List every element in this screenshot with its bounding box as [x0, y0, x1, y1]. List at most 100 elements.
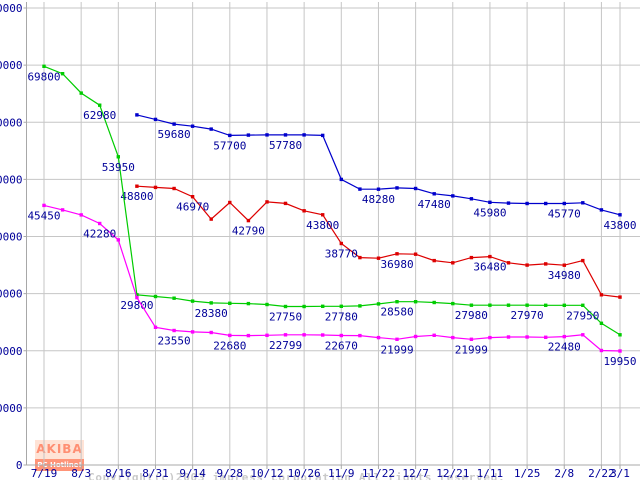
- series-point-magenta: [488, 336, 491, 339]
- series-point-blue: [395, 186, 398, 189]
- series-point-blue: [581, 201, 584, 204]
- series-point-green: [117, 155, 120, 158]
- series-point-red: [433, 259, 436, 262]
- y-tick-label: 70000: [0, 59, 23, 72]
- y-tick-label: 80000: [0, 2, 23, 15]
- series-point-red: [247, 219, 250, 222]
- data-label-magenta: 19950: [603, 355, 636, 368]
- y-tick-label: 40000: [0, 231, 23, 244]
- series-point-green: [265, 303, 268, 306]
- series-point-magenta: [117, 238, 120, 241]
- series-point-red: [172, 187, 175, 190]
- data-label-magenta: 42280: [83, 227, 116, 240]
- x-tick-label: 12/21: [436, 467, 469, 480]
- series-point-blue: [414, 187, 417, 190]
- series-point-blue: [507, 201, 510, 204]
- series-point-green: [247, 302, 250, 305]
- data-label-magenta: 45450: [27, 209, 60, 222]
- series-point-green: [488, 304, 491, 307]
- series-point-blue: [154, 118, 157, 121]
- series-point-red: [451, 261, 454, 264]
- series-point-red: [358, 256, 361, 259]
- series-point-magenta: [377, 336, 380, 339]
- series-point-red: [600, 293, 603, 296]
- series-point-green: [80, 91, 83, 94]
- series-point-green: [191, 299, 194, 302]
- series-point-green: [470, 304, 473, 307]
- series-point-blue: [358, 187, 361, 190]
- data-label-green: 28580: [380, 306, 413, 319]
- series-point-red: [321, 213, 324, 216]
- series-point-red: [210, 217, 213, 220]
- series-point-blue: [284, 133, 287, 136]
- series-point-blue: [525, 202, 528, 205]
- series-point-magenta: [470, 338, 473, 341]
- series-point-red: [284, 202, 287, 205]
- data-label-green: 27970: [511, 309, 544, 322]
- series-point-magenta: [581, 333, 584, 336]
- series-point-green: [544, 304, 547, 307]
- x-tick-label: 10/12: [250, 467, 283, 480]
- series-point-red: [135, 185, 138, 188]
- series-point-blue: [135, 113, 138, 116]
- series-point-blue: [618, 213, 621, 216]
- series-point-red: [228, 201, 231, 204]
- series-point-green: [61, 72, 64, 75]
- data-label-red: 48800: [120, 190, 153, 203]
- x-tick-label: 9/14: [179, 467, 206, 480]
- series-point-red: [563, 264, 566, 267]
- series-point-green: [172, 297, 175, 300]
- series-point-red: [507, 261, 510, 264]
- series-point-magenta: [395, 338, 398, 341]
- series-point-green: [42, 65, 45, 68]
- series-point-blue: [563, 202, 566, 205]
- series-point-blue: [451, 194, 454, 197]
- series-point-green: [358, 304, 361, 307]
- data-label-green: 62980: [83, 109, 116, 122]
- series-point-red: [302, 209, 305, 212]
- x-tick-label: 11/22: [362, 467, 395, 480]
- data-label-magenta: 22680: [213, 339, 246, 352]
- series-point-blue: [600, 208, 603, 211]
- series-point-magenta: [414, 335, 417, 338]
- x-tick-label: 1/25: [514, 467, 541, 480]
- series-point-green: [525, 304, 528, 307]
- data-label-green: 29800: [120, 299, 153, 312]
- x-tick-label: 2/8: [554, 467, 574, 480]
- series-point-red: [340, 242, 343, 245]
- y-tick-label: 60000: [0, 116, 23, 129]
- series-point-magenta: [284, 333, 287, 336]
- series-point-blue: [488, 201, 491, 204]
- series-point-magenta: [358, 334, 361, 337]
- series-point-magenta: [525, 335, 528, 338]
- x-tick-label: 1/11: [477, 467, 504, 480]
- series-point-magenta: [544, 336, 547, 339]
- y-tick-label: 50000: [0, 173, 23, 186]
- price-trend-chart-page: AKIBA PC Hotline! Copyright(c)2003 impre…: [0, 0, 640, 480]
- data-label-magenta: 23550: [158, 334, 191, 347]
- series-point-magenta: [42, 204, 45, 207]
- series-point-blue: [377, 188, 380, 191]
- series-point-blue: [470, 197, 473, 200]
- x-tick-label: 8/16: [105, 467, 132, 480]
- data-label-red: 36980: [380, 258, 413, 271]
- data-label-blue: 59680: [158, 128, 191, 141]
- data-label-green: 69800: [27, 70, 60, 83]
- data-label-magenta: 21999: [455, 343, 488, 356]
- series-point-magenta: [321, 333, 324, 336]
- series-point-green: [507, 304, 510, 307]
- series-point-magenta: [98, 222, 101, 225]
- data-label-red: 36480: [473, 261, 506, 274]
- series-point-red: [470, 256, 473, 259]
- series-point-magenta: [154, 326, 157, 329]
- series-point-magenta: [172, 329, 175, 332]
- series-point-blue: [544, 202, 547, 205]
- series-point-magenta: [61, 208, 64, 211]
- series-point-red: [154, 186, 157, 189]
- x-tick-label: 11/9: [328, 467, 355, 480]
- series-point-green: [618, 333, 621, 336]
- price-chart: 0100002000030000400005000060000700008000…: [0, 0, 640, 480]
- series-point-green: [433, 301, 436, 304]
- series-point-red: [414, 253, 417, 256]
- x-tick-label: 12/7: [402, 467, 429, 480]
